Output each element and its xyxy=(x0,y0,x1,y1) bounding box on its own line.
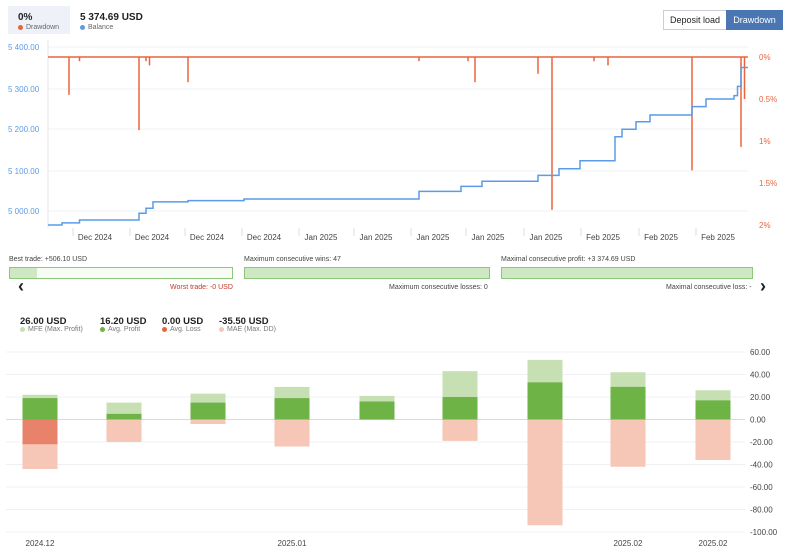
x-tick-label: 2024.12 xyxy=(26,539,55,548)
x-tick-label: Jan 2025 xyxy=(305,233,338,242)
best-trade-label: Best trade: +506.10 USD xyxy=(9,256,88,263)
avg-loss-value: 0.00 USD xyxy=(162,316,204,327)
x-tick-label: Dec 2024 xyxy=(190,233,225,242)
y-right-tick-label: 0% xyxy=(759,53,771,62)
mfe-mae-bar-chart: 60.00 40.00 20.00 0.00 -20.00 -40.00 -60.00 -80… xyxy=(6,348,778,548)
worst-trade-label: Worst trade: -0 USD xyxy=(170,284,233,291)
balance-label-text: Balance xyxy=(88,24,114,31)
drawdown-legend-dot xyxy=(18,24,23,30)
avg-profit-bar xyxy=(695,400,731,420)
mae-bar xyxy=(190,419,226,424)
balance-line xyxy=(48,66,748,226)
avg-profit-bar xyxy=(274,398,310,420)
y-left-tick-label: 5 400.00 xyxy=(8,43,40,52)
best-trade-bar xyxy=(9,267,233,279)
x-tick-label: Feb 2025 xyxy=(586,233,620,242)
mae-bar xyxy=(274,419,310,447)
x-tick-label: 2025.02 xyxy=(699,539,728,548)
y-tick-label: -100.00 xyxy=(750,528,778,537)
max-consecutive-loss-label: Maximal consecutive loss: - xyxy=(666,284,752,291)
avg-profit-bar xyxy=(106,413,142,420)
avg-profit-bar xyxy=(527,382,563,420)
avg-profit-bar xyxy=(610,386,646,420)
balance-value: 5 374.69 USD xyxy=(80,12,143,23)
x-tick-label: Jan 2025 xyxy=(472,233,505,242)
consecutive-wins-bar xyxy=(244,267,490,279)
best-trade-bar-fill xyxy=(10,268,37,278)
y-left-tick-label: 5 300.00 xyxy=(8,85,40,94)
consecutive-profit-bar xyxy=(501,267,753,279)
y-right-tick-label: 2% xyxy=(759,221,771,230)
drawdown-toggle[interactable]: Drawdown xyxy=(726,10,783,30)
x-tick-label: Dec 2024 xyxy=(135,233,170,242)
mfe-label: MFE (Max. Profit) xyxy=(20,326,83,333)
mfe-value: 26.00 USD xyxy=(20,316,67,327)
mae-bar xyxy=(610,419,646,467)
x-tick-label: 2025.01 xyxy=(278,539,307,548)
consecutive-profit-bar-fill xyxy=(502,268,752,278)
mae-label-text: MAE (Max. DD) xyxy=(227,326,276,333)
x-tick-label: Jan 2025 xyxy=(360,233,393,242)
consecutive-wins-bar-fill xyxy=(245,268,489,278)
deposit-load-toggle[interactable]: Deposit load xyxy=(663,10,727,30)
avg-profit-label-text: Avg. Profit xyxy=(108,326,141,333)
mae-legend-dot xyxy=(219,326,224,332)
balance-drawdown-chart: 5 400.00 5 300.00 5 200.00 5 100.00 5 000.00… xyxy=(8,40,777,242)
y-tick-label: -80.00 xyxy=(750,506,773,515)
max-consecutive-profit-label: Maximal consecutive profit: +3 374.69 US… xyxy=(501,256,636,263)
x-tick-label: Dec 2024 xyxy=(247,233,282,242)
mae-bar xyxy=(695,419,731,460)
max-consecutive-losses-label: Maximum consecutive losses: 0 xyxy=(389,284,488,291)
y-left-tick-label: 5 000.00 xyxy=(8,207,40,216)
avg-loss-label: Avg. Loss xyxy=(162,326,201,333)
x-tick-label: 2025.02 xyxy=(614,539,643,548)
y-left-tick-label: 5 200.00 xyxy=(8,125,40,134)
drawdown-label-text: Drawdown xyxy=(26,24,60,31)
mae-bar xyxy=(106,419,142,442)
balance-label: Balance xyxy=(80,24,113,31)
avg-profit-legend-dot xyxy=(100,326,105,332)
avg-profit-bar xyxy=(190,402,226,420)
balance-legend-dot xyxy=(80,24,85,30)
mae-label: MAE (Max. DD) xyxy=(219,326,276,333)
y-tick-label: 0.00 xyxy=(750,416,766,425)
mfe-label-text: MFE (Max. Profit) xyxy=(28,326,83,333)
y-left-tick-label: 5 100.00 xyxy=(8,167,40,176)
x-tick-label: Dec 2024 xyxy=(78,233,113,242)
max-consecutive-wins-label: Maximum consecutive wins: 47 xyxy=(244,256,341,263)
x-tick-label: Feb 2025 xyxy=(644,233,678,242)
y-tick-label: -20.00 xyxy=(750,438,773,447)
avg-profit-label: Avg. Profit xyxy=(100,326,140,333)
y-tick-label: 60.00 xyxy=(750,348,771,357)
mae-value: -35.50 USD xyxy=(219,316,269,327)
x-tick-label: Jan 2025 xyxy=(530,233,563,242)
y-right-tick-label: 1% xyxy=(759,137,771,146)
chevron-right-icon[interactable]: › xyxy=(760,276,766,296)
y-tick-label: -40.00 xyxy=(750,461,773,470)
avg-profit-bar xyxy=(22,398,58,420)
avg-profit-value: 16.20 USD xyxy=(100,316,147,327)
x-tick-label: Jan 2025 xyxy=(417,233,450,242)
mfe-legend-dot xyxy=(20,326,25,332)
mae-bar xyxy=(527,419,563,526)
y-right-tick-label: 0.5% xyxy=(759,95,777,104)
chevron-left-icon[interactable]: ‹ xyxy=(18,276,24,296)
mae-bar xyxy=(442,419,478,441)
avg-loss-label-text: Avg. Loss xyxy=(170,326,201,333)
y-tick-label: 40.00 xyxy=(750,371,771,380)
drawdown-label: Drawdown xyxy=(18,24,59,31)
y-right-tick-label: 1.5% xyxy=(759,179,777,188)
avg-profit-bar xyxy=(359,401,395,420)
y-tick-label: -60.00 xyxy=(750,483,773,492)
avg-profit-bar xyxy=(442,397,478,420)
y-tick-label: 20.00 xyxy=(750,393,771,402)
x-tick-label: Feb 2025 xyxy=(701,233,735,242)
avg-loss-bar xyxy=(22,419,58,445)
drawdown-value: 0% xyxy=(18,12,33,23)
avg-loss-legend-dot xyxy=(162,326,167,332)
